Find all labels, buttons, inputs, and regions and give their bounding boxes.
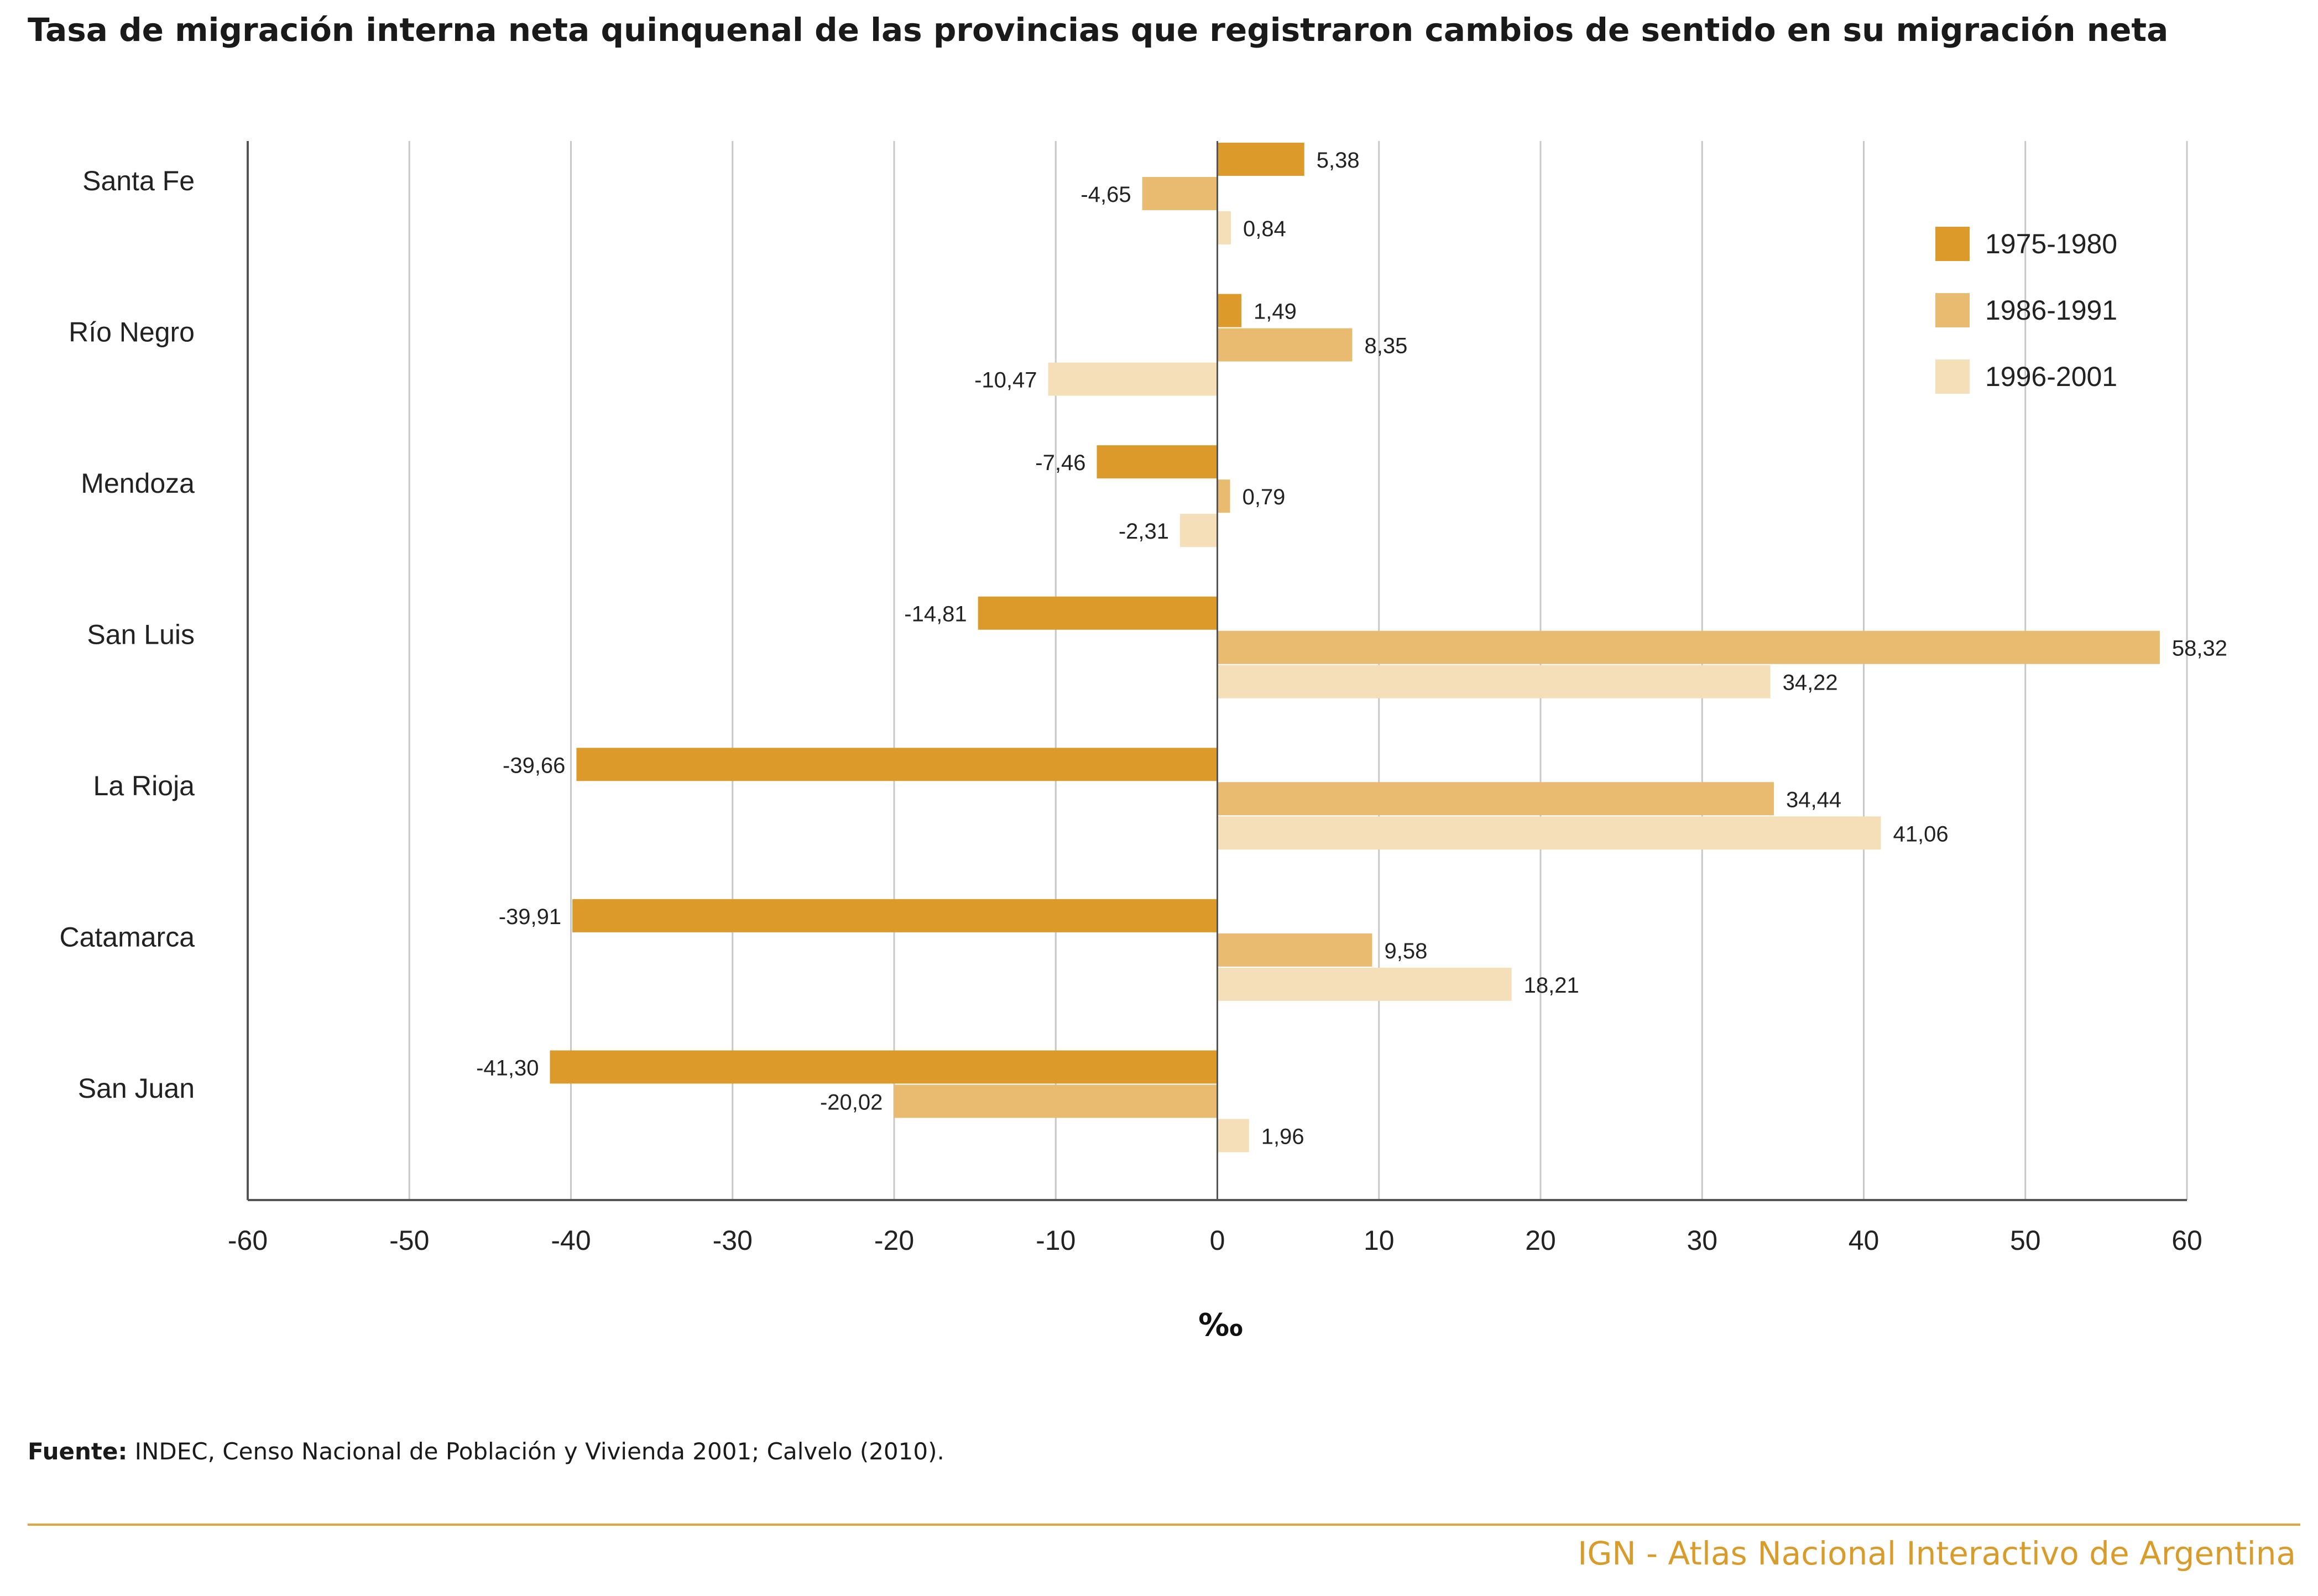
x-tick-label: 40	[1849, 1225, 1880, 1256]
category-label: Río Negro	[69, 316, 195, 347]
data-label: 34,22	[1783, 671, 1838, 695]
bar	[1217, 143, 1304, 176]
category-label: San Luis	[87, 619, 195, 650]
x-tick-label: 10	[1364, 1225, 1395, 1256]
data-label: -41,30	[476, 1056, 539, 1080]
data-label: -20,02	[820, 1090, 883, 1114]
data-label: -2,31	[1119, 519, 1169, 544]
x-tick-label: -20	[874, 1225, 914, 1256]
data-label: -39,91	[499, 905, 561, 929]
bar	[1217, 1119, 1249, 1152]
bar	[1217, 630, 2160, 664]
data-label: 5,38	[1317, 148, 1360, 173]
x-axis-label: ‰	[1198, 1307, 1243, 1343]
bar	[1217, 479, 1230, 513]
bar	[572, 899, 1218, 932]
bar	[1217, 816, 1881, 850]
legend-label: 1975-1980	[1985, 228, 2117, 259]
bar	[1217, 967, 1512, 1001]
x-tick-label: -30	[713, 1225, 753, 1256]
x-tick-label: 0	[1210, 1225, 1225, 1256]
category-label: San Juan	[78, 1073, 195, 1104]
x-tick-label: 60	[2171, 1225, 2202, 1256]
source-text: INDEC, Censo Nacional de Población y Viv…	[127, 1438, 944, 1465]
footer-credit: IGN - Atlas Nacional Interactivo de Arge…	[1578, 1535, 2296, 1572]
legend-label: 1986-1991	[1985, 295, 2117, 326]
legend-swatch	[1935, 227, 1970, 261]
data-label: -39,66	[503, 753, 565, 778]
category-label: Mendoza	[81, 468, 195, 499]
data-label: 8,35	[1365, 334, 1408, 358]
bar	[1097, 445, 1218, 479]
bar-chart: 5,38 -4,65 0,84 Santa Fe 1,49 8,35 -10,47 Río N…	[59, 141, 2227, 1343]
bar	[1217, 665, 1771, 698]
data-label: 18,21	[1524, 973, 1579, 998]
legend-swatch	[1935, 359, 1970, 394]
data-label: -7,46	[1035, 451, 1085, 475]
data-label: 9,58	[1384, 939, 1427, 963]
bar	[550, 1050, 1218, 1084]
x-tick-label: -60	[228, 1225, 268, 1256]
data-label: -14,81	[904, 602, 967, 627]
legend-swatch	[1935, 293, 1970, 327]
source-note: Fuente: INDEC, Censo Nacional de Poblaci…	[28, 1438, 944, 1465]
data-label: 1,49	[1254, 300, 1297, 324]
bar	[1142, 177, 1218, 210]
bar	[1217, 294, 1242, 327]
category-label: La Rioja	[93, 770, 195, 801]
data-label: 0,84	[1243, 217, 1286, 241]
bar	[1217, 328, 1353, 362]
legend-label: 1996-2001	[1985, 361, 2117, 392]
x-tick-label: 20	[1525, 1225, 1556, 1256]
bar	[1179, 514, 1218, 547]
chart-title: Tasa de migración interna neta quinquena…	[28, 11, 2169, 49]
data-label: 1,96	[1261, 1124, 1304, 1149]
bar	[1217, 782, 1774, 816]
data-label: 41,06	[1893, 822, 1948, 846]
x-tick-label: -50	[389, 1225, 429, 1256]
bar	[1217, 933, 1372, 967]
bar	[1048, 362, 1218, 396]
data-label: -4,65	[1080, 182, 1131, 207]
bar	[576, 748, 1218, 781]
x-tick-label: -10	[1036, 1225, 1076, 1256]
bar	[1217, 211, 1231, 244]
data-label: 34,44	[1786, 787, 1841, 812]
x-tick-label: 50	[2010, 1225, 2041, 1256]
data-label: -10,47	[974, 368, 1037, 393]
footer-divider	[28, 1524, 2300, 1526]
x-tick-label: 30	[1687, 1225, 1717, 1256]
bar	[894, 1084, 1218, 1118]
category-label: Catamarca	[59, 922, 195, 953]
data-label: 58,32	[2172, 637, 2227, 661]
x-tick-label: -40	[551, 1225, 591, 1256]
data-label: 0,79	[1242, 485, 1286, 509]
source-label: Fuente:	[28, 1438, 128, 1465]
category-label: Santa Fe	[82, 165, 195, 196]
bar	[978, 596, 1218, 630]
